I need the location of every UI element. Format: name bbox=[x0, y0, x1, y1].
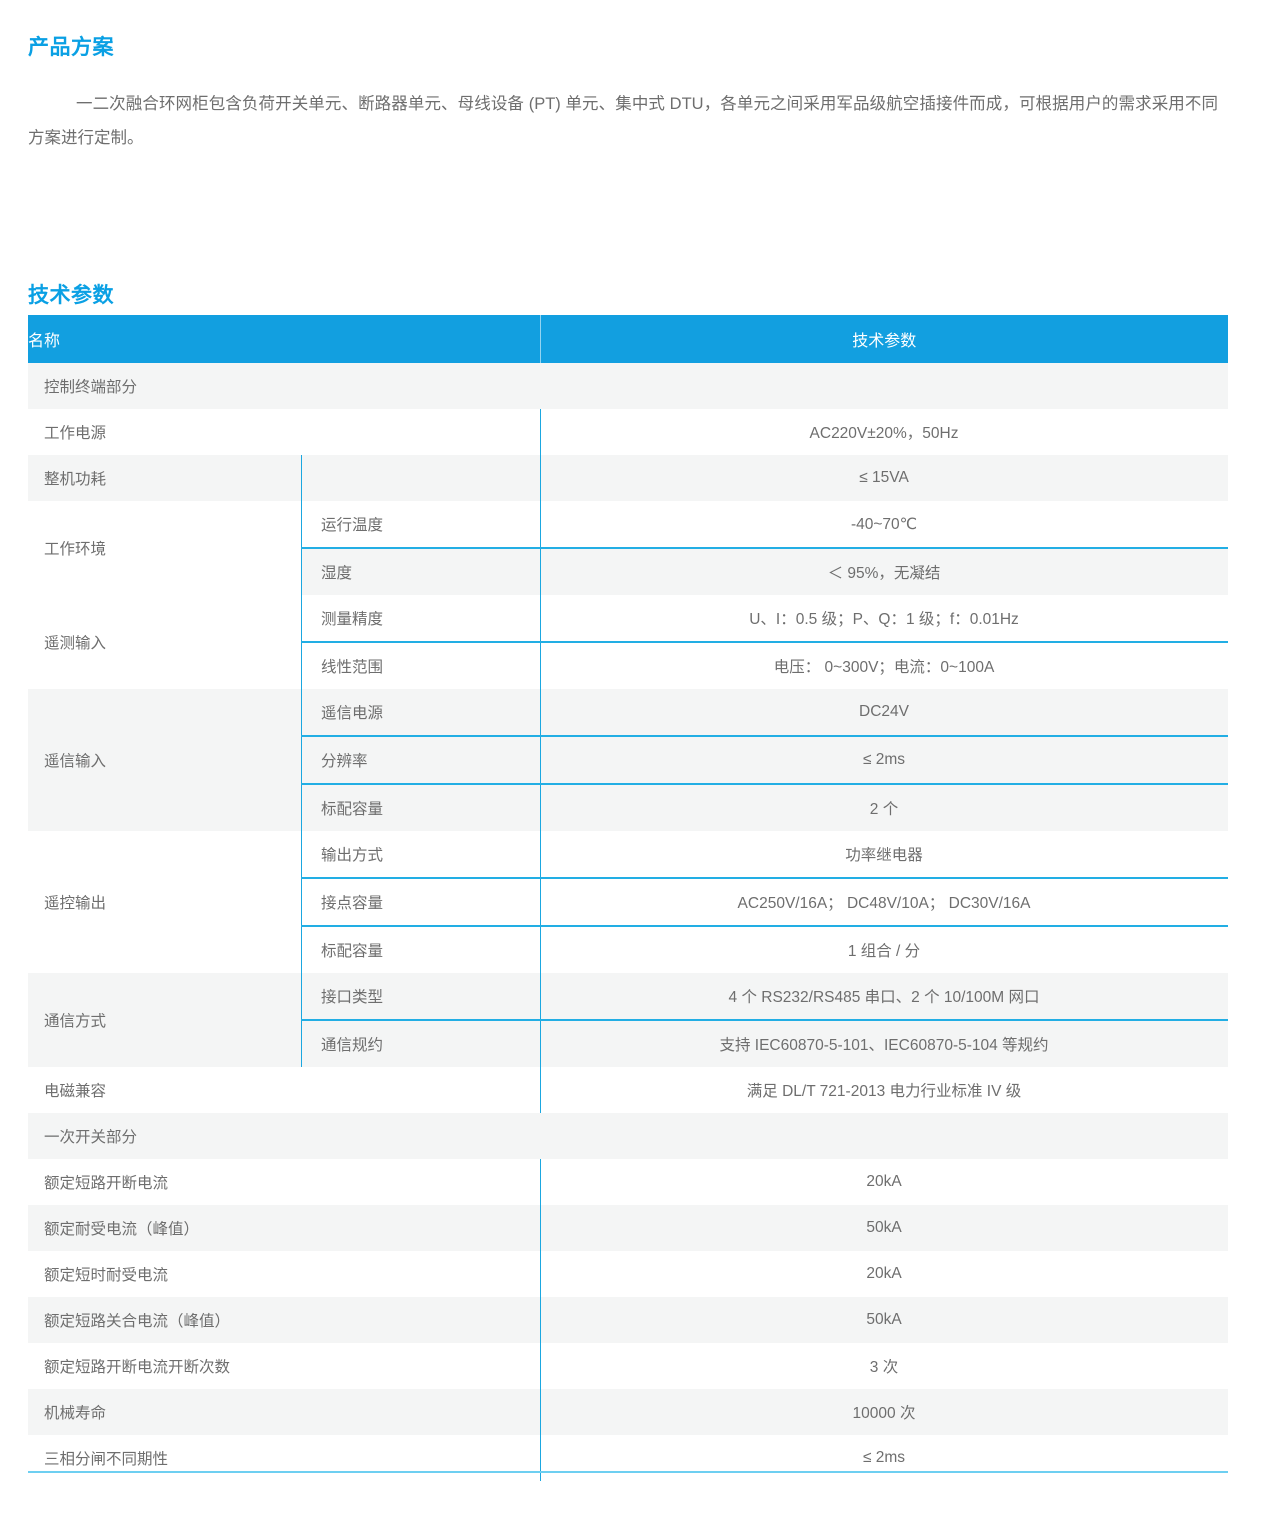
group-name: 通信方式 bbox=[28, 973, 301, 1067]
table-row: 机械寿命 10000 次 bbox=[28, 1389, 1229, 1435]
row-value: U、I：0.5 级；P、Q：1 级；f：0.01Hz bbox=[540, 595, 1229, 643]
row-name: 机械寿命 bbox=[28, 1389, 541, 1435]
row-value: 4 个 RS232/RS485 串口、2 个 10/100M 网口 bbox=[540, 973, 1229, 1021]
row-value: 50kA bbox=[540, 1205, 1229, 1251]
table-bottom-rule bbox=[28, 1471, 1228, 1473]
table-row: 工作电源 AC220V±20%，50Hz bbox=[28, 409, 1229, 455]
row-sub-empty bbox=[301, 455, 541, 501]
row-sub-label: 接点容量 bbox=[301, 878, 541, 927]
table-row: 标配容量 2 个 bbox=[28, 784, 1229, 831]
row-value: ≤ 15VA bbox=[540, 455, 1229, 501]
row-value: 2 个 bbox=[540, 784, 1229, 831]
row-name: 电磁兼容 bbox=[28, 1067, 541, 1113]
row-sub-label: 线性范围 bbox=[301, 642, 541, 689]
row-name: 三相分闸不同期性 bbox=[28, 1435, 541, 1481]
table-row: 电磁兼容 满足 DL/T 721-2013 电力行业标准 IV 级 bbox=[28, 1067, 1229, 1113]
row-name: 额定耐受电流（峰值） bbox=[28, 1205, 541, 1251]
row-value: 功率继电器 bbox=[540, 831, 1229, 879]
row-value: ≤ 2ms bbox=[540, 1435, 1229, 1481]
row-value: DC24V bbox=[540, 689, 1229, 737]
row-value: AC250V/16A； DC48V/10A； DC30V/16A bbox=[540, 878, 1229, 927]
row-sub-label: 湿度 bbox=[301, 548, 541, 595]
table-row: 遥测输入 测量精度 U、I：0.5 级；P、Q：1 级；f：0.01Hz bbox=[28, 595, 1229, 689]
row-value: 满足 DL/T 721-2013 电力行业标准 IV 级 bbox=[540, 1067, 1229, 1113]
row-name: 工作电源 bbox=[28, 409, 541, 455]
row-name: 整机功耗 bbox=[28, 455, 301, 501]
tech-params-heading: 技术参数 bbox=[28, 284, 114, 308]
row-name: 额定短路关合电流（峰值） bbox=[28, 1297, 541, 1343]
row-sub-label: 测量精度 bbox=[301, 595, 541, 643]
row-sub-label: 标配容量 bbox=[301, 926, 541, 973]
table-row: 通信方式 接口类型 4 个 RS232/RS485 串口、2 个 10/100M… bbox=[28, 973, 1229, 1067]
table-section-row: 一次开关部分 bbox=[28, 1113, 1229, 1159]
row-name: 额定短路开断电流 bbox=[28, 1159, 541, 1205]
row-sub-label: 标配容量 bbox=[301, 784, 541, 831]
row-value: -40~70℃ bbox=[540, 501, 1229, 549]
row-name: 额定短时耐受电流 bbox=[28, 1251, 541, 1297]
row-value: ≤ 2ms bbox=[540, 736, 1229, 785]
group-name: 遥控输出 bbox=[28, 831, 301, 973]
row-sub-label: 输出方式 bbox=[301, 831, 541, 879]
row-value: 50kA bbox=[540, 1297, 1229, 1343]
table-row: 遥控输出 输出方式 功率继电器 bbox=[28, 831, 1229, 973]
product-plan-heading: 产品方案 bbox=[28, 36, 114, 60]
row-name: 额定短路开断电流开断次数 bbox=[28, 1343, 541, 1389]
product-plan-paragraph: 一二次融合环网柜包含负荷开关单元、断路器单元、母线设备 (PT) 单元、集中式 … bbox=[28, 94, 1218, 147]
row-sub-label: 运行温度 bbox=[301, 501, 541, 549]
group-name: 工作环境 bbox=[28, 501, 301, 595]
table-row: 通信规约 支持 IEC60870-5-101、IEC60870-5-104 等规… bbox=[28, 1020, 1229, 1067]
section-label: 控制终端部分 bbox=[28, 363, 1229, 409]
row-value: 10000 次 bbox=[540, 1389, 1229, 1435]
table-section-row: 控制终端部分 bbox=[28, 363, 1229, 409]
row-value: AC220V±20%，50Hz bbox=[540, 409, 1229, 455]
table-row: 额定短时耐受电流 20kA bbox=[28, 1251, 1229, 1297]
row-value: 20kA bbox=[540, 1251, 1229, 1297]
row-value: 1 组合 / 分 bbox=[540, 926, 1229, 973]
section-label: 一次开关部分 bbox=[28, 1113, 1229, 1159]
table-row: 接点容量 AC250V/16A； DC48V/10A； DC30V/16A bbox=[28, 878, 1229, 927]
table-row: 额定耐受电流（峰值） 50kA bbox=[28, 1205, 1229, 1251]
row-sub-label: 接口类型 bbox=[301, 973, 541, 1021]
table-row: 额定短路关合电流（峰值） 50kA bbox=[28, 1297, 1229, 1343]
row-value: 电压： 0~300V；电流：0~100A bbox=[540, 642, 1229, 689]
row-sub-label: 分辨率 bbox=[301, 736, 541, 785]
row-value: 20kA bbox=[540, 1159, 1229, 1205]
table-row: 遥信输入 遥信电源 DC24V bbox=[28, 689, 1229, 831]
row-value: ＜ 95%，无凝结 bbox=[540, 548, 1229, 595]
table-row: 标配容量 1 组合 / 分 bbox=[28, 926, 1229, 973]
row-sub-label: 遥信电源 bbox=[301, 689, 541, 737]
column-header-parameter: 技术参数 bbox=[539, 315, 1229, 363]
tech-params-table: 名称 技术参数 控制终端部分 工作电源 AC220V±20%，50Hz 整机功耗… bbox=[28, 315, 1229, 1481]
table-row: 三相分闸不同期性 ≤ 2ms bbox=[28, 1435, 1229, 1481]
table-row: 分辨率 ≤ 2ms bbox=[28, 736, 1229, 785]
table-row: 湿度 ＜ 95%，无凝结 bbox=[28, 548, 1229, 595]
table-row: 工作环境 运行温度 -40~70℃ bbox=[28, 501, 1229, 595]
row-value: 支持 IEC60870-5-101、IEC60870-5-104 等规约 bbox=[540, 1020, 1229, 1067]
table-header-row: 名称 技术参数 bbox=[28, 315, 1229, 363]
table-row: 额定短路开断电流开断次数 3 次 bbox=[28, 1343, 1229, 1389]
group-name: 遥测输入 bbox=[28, 595, 301, 689]
group-name: 遥信输入 bbox=[28, 689, 301, 831]
table-row: 额定短路开断电流 20kA bbox=[28, 1159, 1229, 1205]
table-row: 整机功耗 ≤ 15VA bbox=[28, 455, 1229, 501]
row-sub-label: 通信规约 bbox=[301, 1020, 541, 1067]
table-row: 线性范围 电压： 0~300V；电流：0~100A bbox=[28, 642, 1229, 689]
column-header-name: 名称 bbox=[28, 315, 541, 363]
row-value: 3 次 bbox=[540, 1343, 1229, 1389]
